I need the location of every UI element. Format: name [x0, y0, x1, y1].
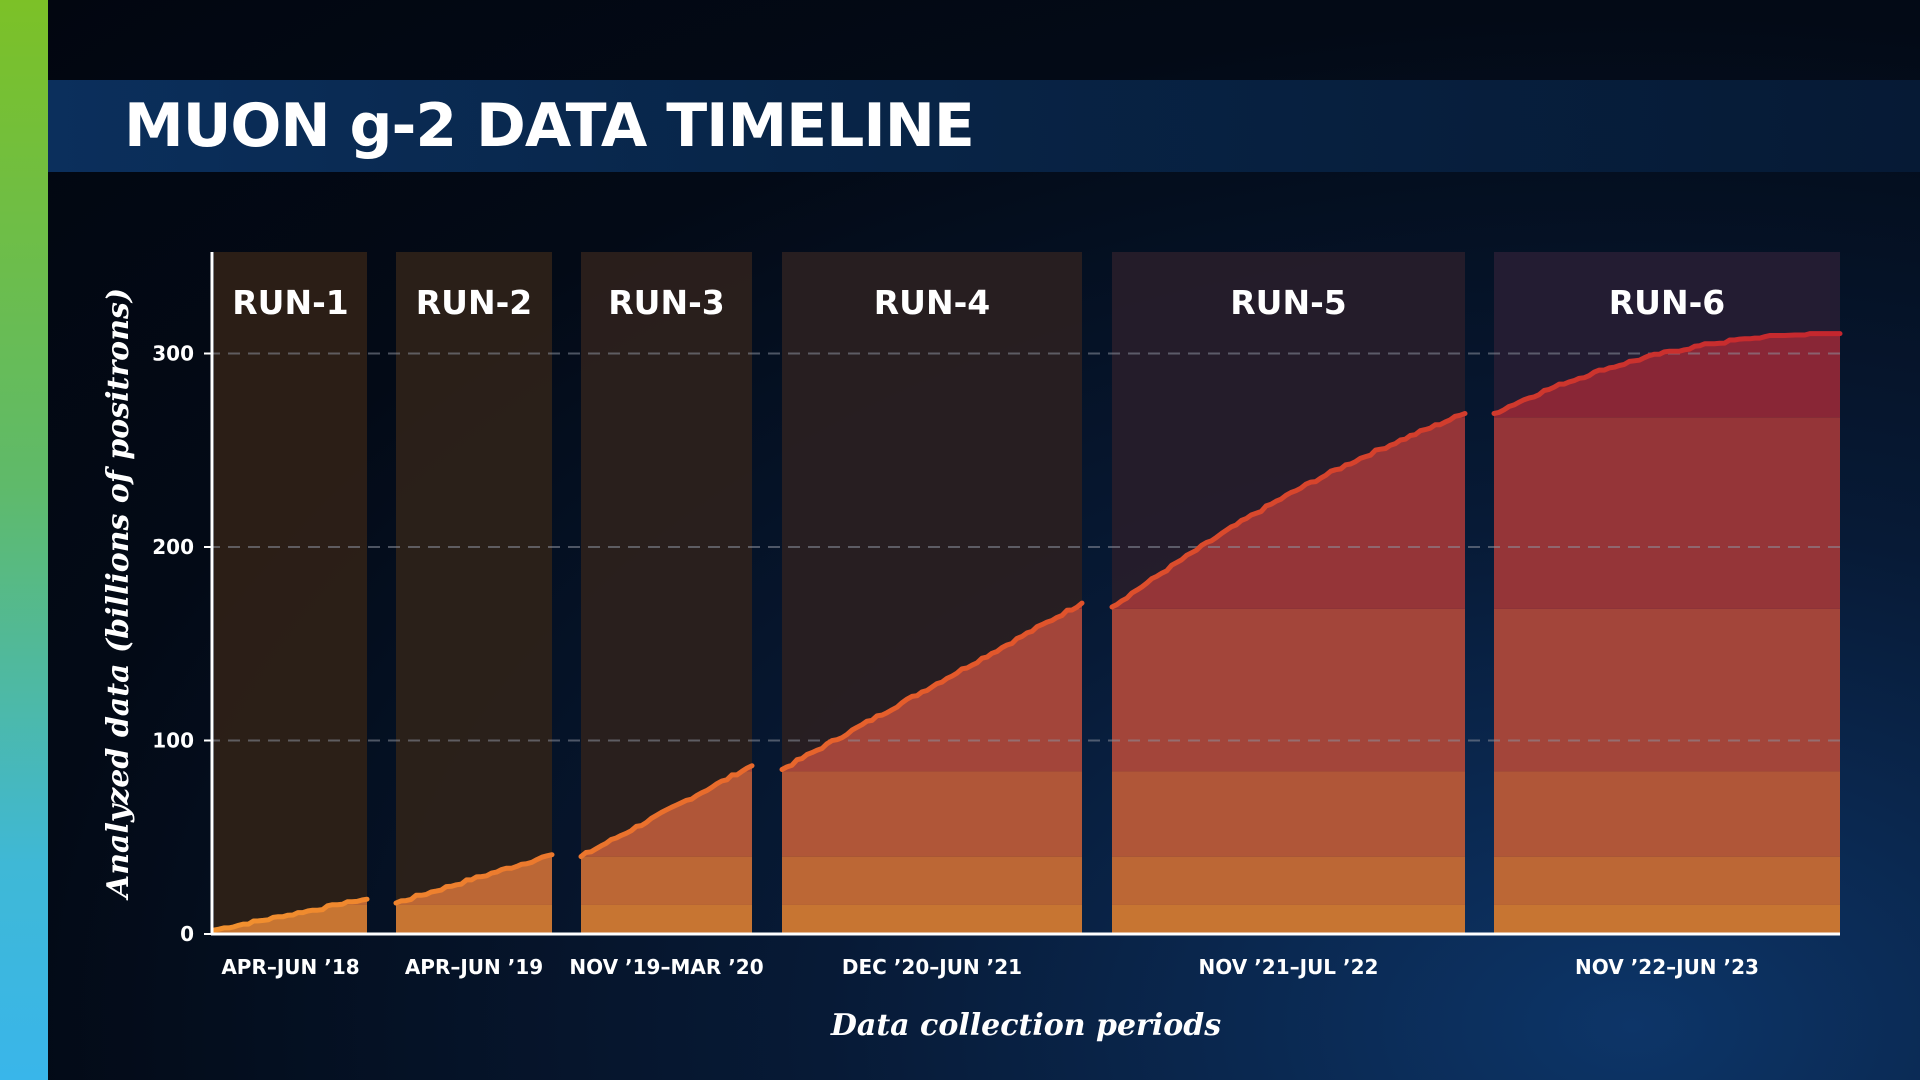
period-label-3: NOV ’19–MAR ’20: [569, 955, 763, 979]
y-tick-label-100: 100: [152, 729, 194, 753]
y-tick-label-200: 200: [152, 535, 194, 559]
run-label-6: RUN-6: [1609, 283, 1725, 322]
run-label-3: RUN-3: [608, 283, 724, 322]
x-axis-title: Data collection periods: [830, 1008, 1221, 1043]
y-tick-label-0: 0: [180, 922, 194, 946]
data-curve-run-2: [393, 852, 555, 906]
data-curve-run-5: [1109, 411, 1468, 610]
period-label-2: APR–JUN ’19: [405, 955, 543, 979]
period-label-1: APR–JUN ’18: [221, 955, 359, 979]
y-tick-label-300: 300: [152, 342, 194, 366]
chart-labels: 0 100 200 300 RUN-1 APR–JUN ’18 RUN-2 APR–JUN ’…: [101, 283, 1759, 1043]
period-label-4: DEC ’20–JUN ’21: [842, 955, 1022, 979]
run-label-4: RUN-4: [874, 283, 990, 322]
period-label-5: NOV ’21–JUL ’22: [1199, 955, 1379, 979]
y-axis-title: Analyzed data (billions of positrons): [101, 288, 136, 901]
axes: [204, 252, 1840, 936]
data-curve-run-1: [211, 896, 370, 933]
run-band-1: [214, 252, 367, 934]
fill-level-1: [214, 904, 1840, 934]
title-band: [48, 80, 1920, 172]
data-curve-run-3: [578, 763, 755, 860]
gridlines: [208, 352, 1840, 742]
side-accent-stripe: [0, 0, 48, 1080]
period-label-6: NOV ’22–JUN ’23: [1575, 955, 1759, 979]
run-label-2: RUN-2: [416, 283, 532, 322]
run-label-5: RUN-5: [1230, 283, 1346, 322]
data-curve-run-4: [779, 600, 1085, 772]
data-curve-run-6: [1491, 331, 1843, 416]
chart-title: MUON g-2 DATA TIMELINE: [124, 91, 975, 161]
cumulative-data-curves: [211, 331, 1843, 933]
run-label-1: RUN-1: [232, 283, 348, 322]
run-band-2: [396, 252, 552, 934]
